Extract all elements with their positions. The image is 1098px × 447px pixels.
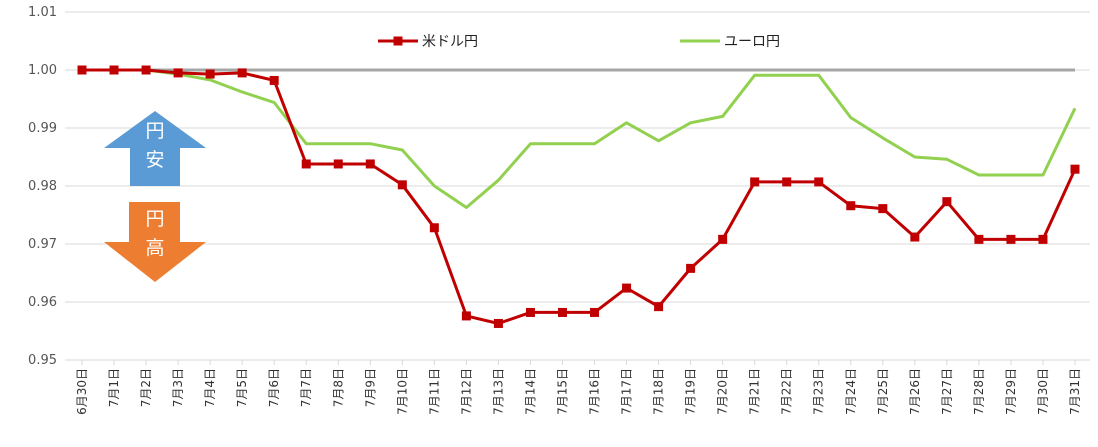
data-point — [109, 65, 119, 75]
x-tick-label: 7月26日 — [908, 368, 922, 415]
data-point — [77, 65, 87, 75]
x-tick-label: 7月18日 — [652, 368, 666, 415]
x-tick-label: 7月10日 — [395, 368, 409, 415]
data-point — [846, 201, 856, 211]
x-tick-label: 7月7日 — [299, 368, 313, 407]
x-tick-label: 7月21日 — [748, 368, 762, 415]
x-tick-label: 7月31日 — [1068, 368, 1082, 415]
series-group — [77, 65, 1080, 328]
data-point — [141, 65, 151, 75]
x-tick-label: 7月16日 — [588, 368, 602, 415]
legend-label: ユーロ円 — [724, 34, 780, 50]
data-point — [590, 307, 600, 317]
data-point — [557, 307, 567, 317]
x-tick-label: 7月6日 — [267, 368, 281, 407]
data-point — [814, 177, 824, 187]
x-tick-label: 7月4日 — [203, 368, 217, 407]
data-point — [654, 302, 664, 312]
data-point — [429, 223, 439, 233]
data-point — [397, 180, 407, 190]
data-point — [205, 69, 215, 79]
x-tick-label: 7月8日 — [331, 368, 345, 407]
y-tick-label: 0.95 — [28, 353, 57, 368]
x-tick-label: 7月19日 — [684, 368, 698, 415]
arrow-down-label: 高 — [145, 237, 164, 259]
data-point — [782, 177, 792, 187]
data-point — [301, 159, 311, 169]
arrow-down-icon — [104, 202, 206, 282]
arrow-up-icon — [104, 111, 206, 186]
data-point — [173, 68, 183, 78]
y-tick-label: 1.01 — [28, 5, 57, 20]
x-tick-label: 7月14日 — [523, 368, 537, 415]
y-tick-label: 0.99 — [28, 121, 57, 136]
x-axis-ticks: 6月30日 7月1日 7月2日 7月3日 7月4日 7月5日 7月6日 7月7日 7月8日 7月9… — [75, 360, 1082, 415]
x-tick-label: 7月29日 — [1004, 368, 1018, 415]
x-tick-label: 7月22日 — [780, 368, 794, 415]
x-tick-label: 7月25日 — [876, 368, 890, 415]
data-point — [878, 204, 888, 214]
data-point — [493, 318, 503, 328]
x-tick-label: 7月20日 — [716, 368, 730, 415]
x-tick-label: 7月2日 — [139, 368, 153, 407]
legend-swatch-marker — [393, 36, 403, 46]
legend-label: 米ドル円 — [422, 34, 478, 50]
data-point — [1038, 234, 1048, 244]
x-tick-label: 7月17日 — [620, 368, 634, 415]
y-tick-label: 0.96 — [28, 295, 57, 310]
data-point — [365, 159, 375, 169]
data-point — [718, 234, 728, 244]
x-tick-label: 7月5日 — [235, 368, 249, 407]
x-tick-label: 7月15日 — [555, 368, 569, 415]
x-tick-label: 7月11日 — [427, 368, 441, 415]
data-point — [1006, 234, 1016, 244]
data-point — [1070, 164, 1080, 174]
data-point — [622, 283, 632, 293]
data-point — [525, 307, 535, 317]
data-point — [910, 232, 920, 242]
data-point — [686, 263, 696, 273]
data-point — [461, 311, 471, 321]
data-point — [237, 68, 247, 78]
x-tick-label: 6月30日 — [75, 368, 89, 415]
x-tick-label: 7月28日 — [972, 368, 986, 415]
x-tick-label: 7月13日 — [491, 368, 505, 415]
data-point — [750, 177, 760, 187]
series-line — [82, 68, 1077, 325]
data-point — [269, 75, 279, 85]
data-point — [333, 159, 343, 169]
x-tick-label: 7月3日 — [171, 368, 185, 407]
x-tick-label: 7月12日 — [459, 368, 473, 415]
x-tick-label: 7月1日 — [107, 368, 121, 407]
x-tick-label: 7月30日 — [1036, 368, 1050, 415]
legend: 米ドル円 ユーロ円 — [378, 34, 780, 50]
arrow-up-label: 円 — [145, 120, 164, 142]
x-tick-label: 7月9日 — [363, 368, 377, 407]
arrow-up-label: 安 — [145, 149, 164, 171]
arrow-down-label: 円 — [145, 208, 164, 230]
y-axis-ticks: 0.95 0.96 0.97 0.98 0.99 1.00 1.01 — [28, 5, 57, 368]
y-tick-label: 0.97 — [28, 237, 57, 252]
data-point — [974, 234, 984, 244]
grid-lines — [65, 11, 1090, 361]
x-tick-label: 7月23日 — [812, 368, 826, 415]
data-point — [942, 197, 952, 207]
y-tick-label: 1.00 — [28, 63, 57, 78]
x-tick-label: 7月27日 — [940, 368, 954, 415]
series-line — [82, 68, 1077, 209]
y-tick-label: 0.98 — [28, 179, 57, 194]
x-tick-label: 7月24日 — [844, 368, 858, 415]
